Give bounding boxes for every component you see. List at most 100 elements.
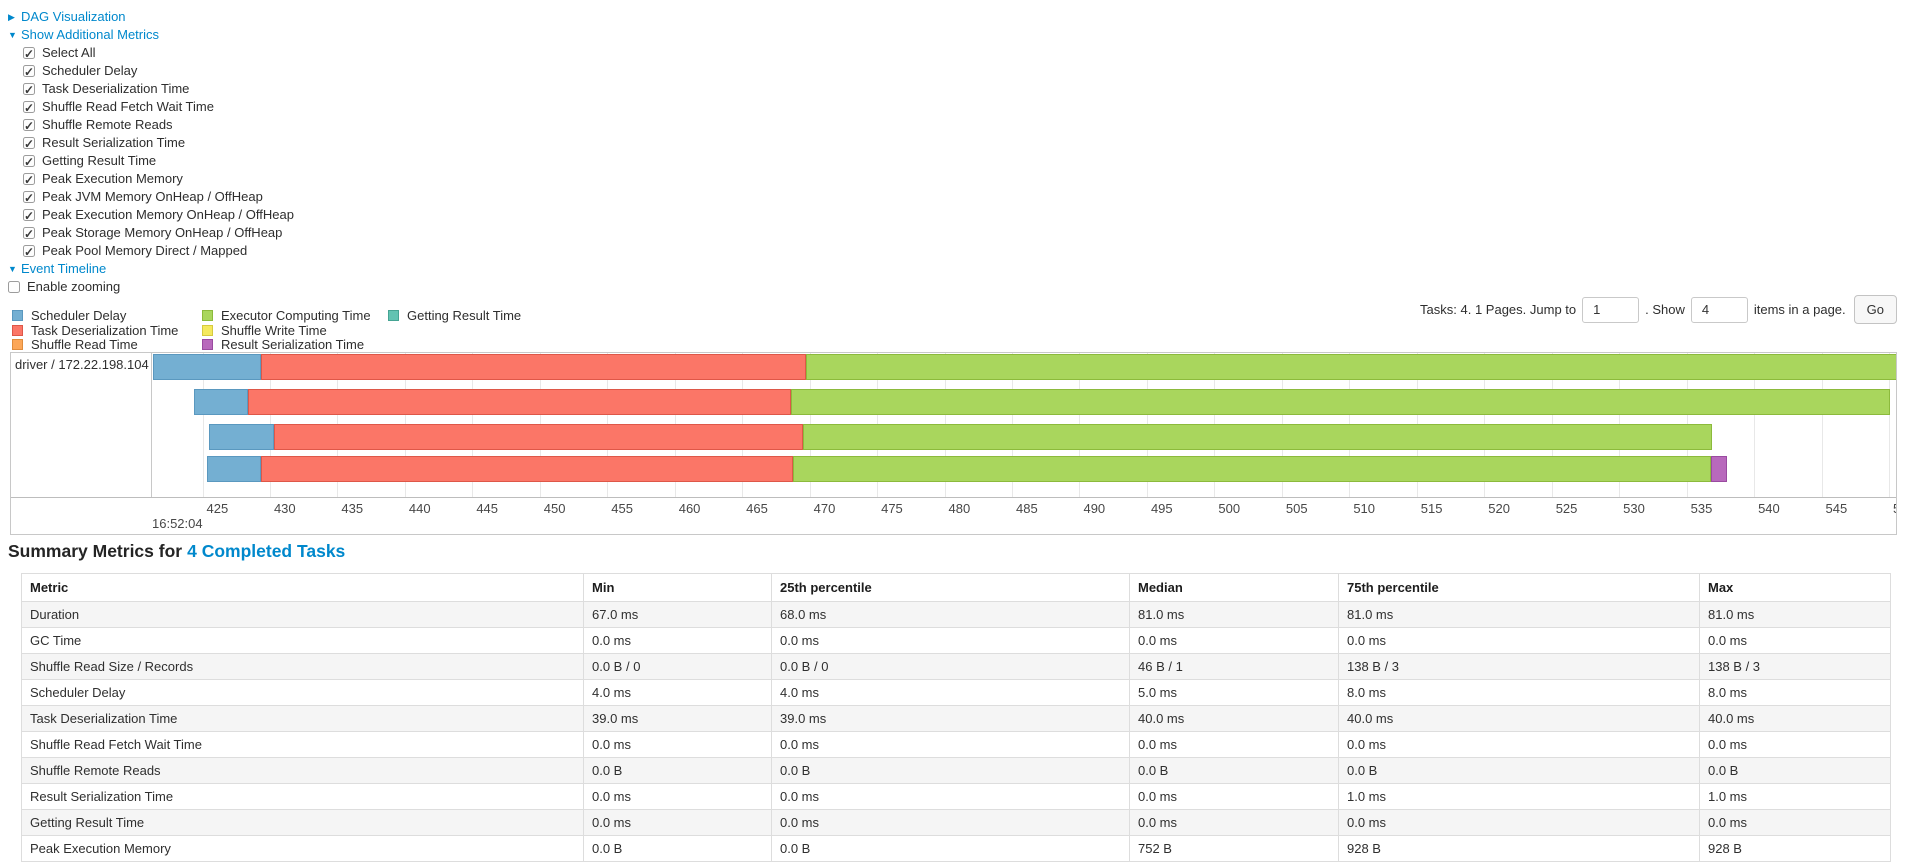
task-bar-segment-scheduler[interactable] <box>206 456 261 482</box>
metric-value-cell: 81.0 ms <box>1699 601 1891 628</box>
timeline-tick-label: 435 <box>341 501 364 516</box>
metric-value-cell: 0.0 ms <box>1129 783 1339 810</box>
timeline-tick-label: 450 <box>543 501 566 516</box>
metric-value-cell: 752 B <box>1129 835 1339 862</box>
task-bar-segment-scheduler[interactable] <box>152 354 261 380</box>
table-row: Getting Result Time 0.0 ms 0.0 ms 0.0 ms 0.0… <box>21 809 1891 836</box>
metric-checkbox-label: Peak JVM Memory OnHeap / OffHeap <box>42 189 263 204</box>
timeline-start-time-label: 16:52:04 <box>152 516 203 531</box>
metric-name-cell: Shuffle Read Fetch Wait Time <box>21 731 584 758</box>
metric-checkbox-label: Peak Execution Memory <box>42 171 183 186</box>
checkbox-icon[interactable] <box>23 117 35 135</box>
task-bar-segment-deserialization[interactable] <box>248 389 791 415</box>
checkbox-icon[interactable] <box>23 135 35 153</box>
checkbox-icon[interactable] <box>23 81 35 99</box>
task-bar-segment-computing[interactable] <box>790 389 1891 415</box>
metric-value-cell: 1.0 ms <box>1338 783 1700 810</box>
task-bar-segment-deserialization[interactable] <box>260 456 794 482</box>
dag-visualization-toggle[interactable]: ▶ DAG Visualization <box>8 8 294 26</box>
table-row: Duration 67.0 ms 68.0 ms 81.0 ms 81.0 ms 81.0… <box>21 601 1891 628</box>
expanded-arrow-icon: ▼ <box>8 30 17 40</box>
timeline-tick-label: 520 <box>1488 501 1510 516</box>
checkbox-icon[interactable] <box>23 243 35 261</box>
metric-checkbox-item[interactable]: Result Serialization Time <box>8 134 294 153</box>
legend-label: Scheduler Delay <box>31 308 127 323</box>
go-button[interactable]: Go <box>1853 295 1897 324</box>
legend-swatch-icon <box>12 324 23 336</box>
table-row: Shuffle Remote Reads 0.0 B 0.0 B 0.0 B 0.0 B… <box>21 757 1891 784</box>
metric-value-cell: 0.0 ms <box>1129 809 1339 836</box>
metric-checkbox-item[interactable]: Select All <box>8 44 294 63</box>
legend-swatch-icon <box>12 339 23 351</box>
metric-value-cell: 0.0 ms <box>1129 731 1339 758</box>
legend-label: Shuffle Write Time <box>221 322 327 338</box>
metric-value-cell: 0.0 ms <box>771 627 1130 654</box>
checkbox-icon[interactable] <box>23 207 35 225</box>
metric-checkbox-item[interactable]: Peak JVM Memory OnHeap / OffHeap <box>8 188 294 207</box>
metric-value-cell: 0.0 ms <box>583 731 772 758</box>
metric-checkbox-item[interactable]: Peak Execution Memory <box>8 170 294 189</box>
metric-checkbox-item[interactable]: Peak Storage Memory OnHeap / OffHeap <box>8 224 294 243</box>
legend-label: Shuffle Read Time <box>31 337 138 353</box>
metric-value-cell: 68.0 ms <box>771 601 1130 628</box>
task-bar-segment-computing[interactable] <box>802 424 1713 450</box>
task-bar-segment-scheduler[interactable] <box>194 389 249 415</box>
dag-visualization-label: DAG Visualization <box>21 9 126 24</box>
timeline-tick-label: 455 <box>611 501 633 516</box>
task-bar-segment-scheduler[interactable] <box>209 424 274 450</box>
legend-swatch-icon <box>12 310 23 321</box>
checkbox-icon[interactable] <box>8 281 20 293</box>
enable-zooming-option[interactable]: Enable zooming <box>8 278 294 296</box>
checkbox-icon[interactable] <box>23 225 35 243</box>
metric-checkbox-item[interactable]: Peak Execution Memory OnHeap / OffHeap <box>8 206 294 225</box>
checkbox-icon[interactable] <box>23 153 35 171</box>
metric-checkbox-label: Select All <box>42 45 96 60</box>
show-additional-metrics-toggle[interactable]: ▼ Show Additional Metrics <box>8 26 294 44</box>
completed-tasks-link[interactable]: 4 Completed Tasks <box>187 541 346 561</box>
task-bar-segment-deserialization[interactable] <box>274 424 803 450</box>
checkbox-icon[interactable] <box>23 99 35 117</box>
metric-checkbox-label: Peak Pool Memory Direct / Mapped <box>42 243 248 258</box>
legend-swatch-icon <box>202 310 213 321</box>
task-bar-segment-computing[interactable] <box>793 456 1711 482</box>
metric-checkbox-label: Getting Result Time <box>42 153 157 168</box>
table-header-cell: Max <box>1699 573 1891 602</box>
metric-value-cell: 928 B <box>1338 835 1700 862</box>
task-bar-segment-deserialization[interactable] <box>260 354 806 380</box>
checkbox-icon[interactable] <box>23 189 35 207</box>
timeline-tick-label: 525 <box>1555 501 1578 516</box>
metric-checkbox-item[interactable]: Shuffle Read Fetch Wait Time <box>8 98 294 117</box>
checkbox-icon[interactable] <box>23 171 35 189</box>
metric-checkbox-item[interactable]: Shuffle Remote Reads <box>8 116 294 135</box>
timeline-tick-label: 480 <box>948 501 971 516</box>
checkbox-icon[interactable] <box>23 45 35 63</box>
timeline-tick-label: 550 <box>1893 501 1896 516</box>
metric-value-cell: 8.0 ms <box>1338 679 1700 706</box>
timeline-bars-area <box>11 353 1896 497</box>
metric-value-cell: 0.0 B <box>583 757 772 784</box>
expanded-arrow-icon: ▼ <box>8 264 17 274</box>
metric-checkbox-item[interactable]: Getting Result Time <box>8 152 294 171</box>
checkbox-icon[interactable] <box>23 63 35 81</box>
metric-checkbox-item[interactable]: Peak Pool Memory Direct / Mapped <box>8 242 294 261</box>
legend-item: Task Deserialization Time <box>12 322 179 339</box>
metric-value-cell: 0.0 ms <box>1338 731 1700 758</box>
task-bar-segment-result_serialization[interactable] <box>1710 456 1728 482</box>
metric-name-cell: Task Deserialization Time <box>21 705 584 732</box>
timeline-tick-label: 505 <box>1285 501 1308 516</box>
task-bar-segment-computing[interactable] <box>805 354 1896 380</box>
metric-value-cell: 0.0 ms <box>583 627 772 654</box>
metric-checkbox-item[interactable]: Scheduler Delay <box>8 62 294 81</box>
metric-checkbox-item[interactable]: Task Deserialization Time <box>8 80 294 99</box>
metric-value-cell: 40.0 ms <box>1338 705 1700 732</box>
metric-value-cell: 0.0 B / 0 <box>771 653 1130 680</box>
timeline-tick-label: 440 <box>408 501 431 516</box>
items-per-page-input[interactable] <box>1690 296 1748 323</box>
jump-to-page-input[interactable] <box>1582 296 1640 323</box>
timeline-tick-label: 490 <box>1083 501 1106 516</box>
legend-column: Scheduler Delay Task Deserialization Time… <box>12 308 179 353</box>
timeline-tick-label: 445 <box>476 501 499 516</box>
event-timeline-toggle[interactable]: ▼ Event Timeline <box>8 260 294 278</box>
metric-value-cell: 8.0 ms <box>1699 679 1891 706</box>
legend-label: Task Deserialization Time <box>31 322 179 338</box>
